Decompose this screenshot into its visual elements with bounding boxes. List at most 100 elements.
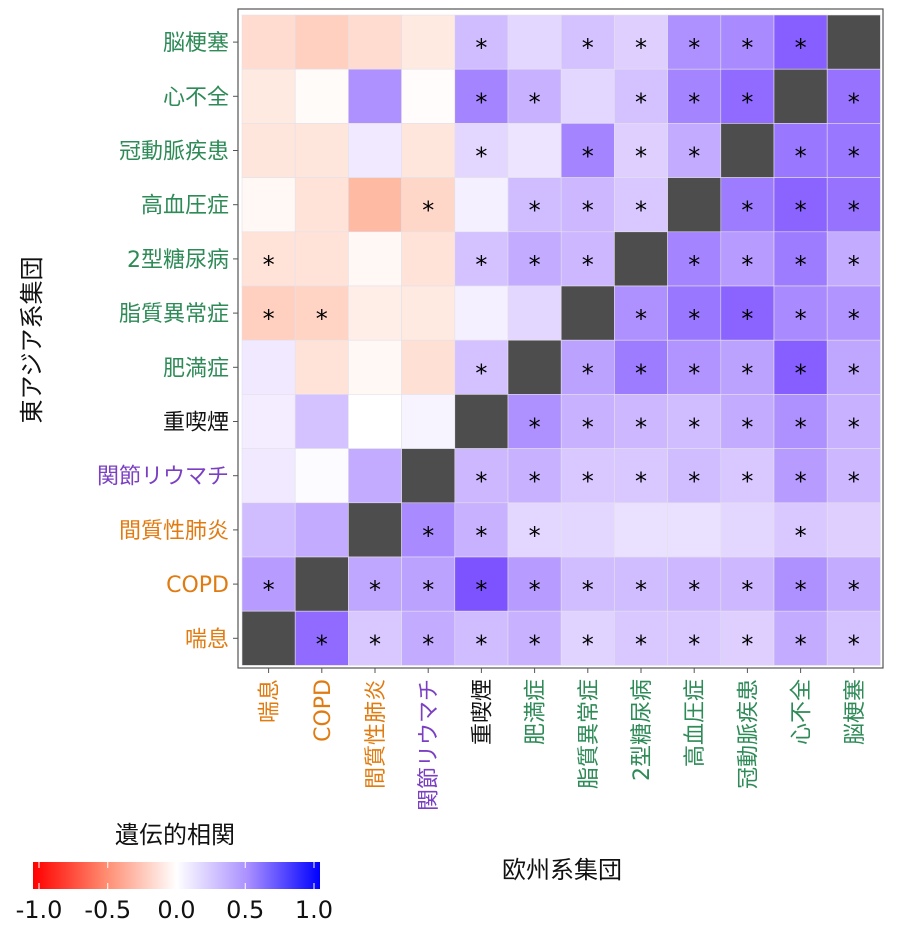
- y-tick-label: 脂質異常症: [119, 302, 229, 327]
- significance-marker: *: [529, 630, 541, 658]
- heatmap-cell: [507, 231, 562, 287]
- heatmap-cell: [826, 610, 881, 666]
- significance-marker: *: [635, 305, 647, 333]
- significance-marker: *: [635, 34, 647, 62]
- heatmap-cell: [614, 556, 668, 612]
- heatmap-cell: [614, 285, 668, 341]
- heatmap-cell: [720, 448, 775, 504]
- significance-marker: *: [635, 630, 647, 658]
- significance-marker: *: [741, 468, 753, 496]
- heatmap-cell: [401, 556, 456, 612]
- diagonal-cell: [454, 394, 509, 449]
- significance-marker: *: [582, 359, 594, 387]
- x-tick-label: 重喫煙: [470, 679, 495, 745]
- heatmap-cell: [560, 394, 615, 449]
- heatmap-cell: [560, 502, 615, 558]
- significance-marker: *: [795, 197, 807, 225]
- x-tick-label: COPD: [311, 679, 336, 742]
- heatmap-cell: [826, 123, 881, 178]
- significance-marker: *: [422, 576, 434, 604]
- significance-marker: *: [635, 359, 647, 387]
- heatmap-cell: [401, 502, 456, 558]
- x-tick-label: 間質性肺炎: [364, 679, 389, 789]
- significance-marker: *: [795, 414, 807, 442]
- significance-marker: *: [369, 576, 381, 604]
- x-tick-label: 心不全: [790, 679, 815, 745]
- heatmap-cell: [826, 68, 881, 124]
- significance-marker: *: [529, 251, 541, 279]
- significance-marker: *: [422, 197, 434, 225]
- x-axis-title: 欧州系集団: [502, 856, 622, 884]
- heatmap-cell: [348, 14, 402, 70]
- heatmap-cell: [241, 285, 296, 341]
- significance-marker: *: [529, 576, 541, 604]
- heatmap-cell: [507, 448, 562, 504]
- heatmap-cell: [614, 123, 668, 178]
- legend-tick-label: 0.5: [226, 896, 264, 924]
- significance-marker: *: [848, 468, 860, 496]
- heatmap-cell: [667, 556, 722, 612]
- heatmap-cell: [507, 285, 562, 341]
- significance-marker: *: [848, 143, 860, 171]
- heatmap-cell: [454, 285, 509, 341]
- heatmap-cell: [294, 231, 349, 287]
- heatmap-cell: [507, 556, 562, 612]
- significance-marker: *: [263, 251, 275, 279]
- heatmap-cell: [348, 339, 402, 395]
- heatmap-cell: [348, 448, 402, 504]
- heatmap-cell: [773, 556, 828, 612]
- significance-marker: *: [688, 576, 700, 604]
- heatmap-cell: [401, 123, 456, 178]
- x-tick-label: 冠動脈疾患: [736, 679, 761, 789]
- heatmap-cell: [454, 610, 509, 666]
- heatmap-cell: [401, 14, 456, 70]
- significance-marker: *: [529, 522, 541, 550]
- heatmap-cell: [667, 14, 722, 70]
- diagonal-cell: [348, 502, 402, 558]
- significance-marker: *: [848, 251, 860, 279]
- significance-marker: *: [795, 143, 807, 171]
- heatmap-cell: [773, 123, 828, 178]
- significance-marker: *: [422, 522, 434, 550]
- heatmap-cell: [348, 394, 402, 449]
- heatmap-cell: [401, 339, 456, 395]
- heatmap-cell: [614, 502, 668, 558]
- significance-marker: *: [635, 576, 647, 604]
- heatmap-cell: [826, 502, 881, 558]
- heatmap-cell: [614, 14, 668, 70]
- diagonal-cell: [667, 177, 722, 233]
- significance-marker: *: [795, 34, 807, 62]
- y-tick-label: 心不全: [163, 85, 229, 110]
- heatmap-cell: [560, 68, 615, 124]
- heatmap-cell: [667, 231, 722, 287]
- significance-marker: *: [316, 305, 328, 333]
- significance-marker: *: [741, 576, 753, 604]
- significance-marker: *: [741, 305, 753, 333]
- significance-marker: *: [475, 359, 487, 387]
- heatmap-cell: [560, 339, 615, 395]
- legend-tick-label: 0.0: [157, 896, 195, 924]
- heatmap-cell: [773, 339, 828, 395]
- significance-marker: *: [582, 414, 594, 442]
- heatmap-cell: [614, 177, 668, 233]
- heatmap-cell: [241, 231, 296, 287]
- heatmap-cell: [773, 394, 828, 449]
- heatmap-cell: [667, 610, 722, 666]
- heatmap-cell: [720, 610, 775, 666]
- heatmap-cell: [294, 177, 349, 233]
- heatmap-cell: [773, 610, 828, 666]
- significance-marker: *: [848, 576, 860, 604]
- heatmap-cell: [241, 339, 296, 395]
- significance-marker: *: [475, 251, 487, 279]
- y-tick-label: 高血圧症: [141, 194, 229, 219]
- heatmap-cells: * * * * * * * * * * * * * * * * * * * * * * * * * * * * * * * * * * * * * * * *…: [241, 14, 881, 666]
- x-tick-label: 肥満症: [524, 679, 549, 745]
- heatmap-cell: [294, 610, 349, 666]
- y-tick-label: 脳梗塞: [163, 31, 229, 56]
- significance-marker: *: [316, 630, 328, 658]
- heatmap-cell: [667, 123, 722, 178]
- significance-marker: *: [741, 251, 753, 279]
- heatmap-cell: [507, 14, 562, 70]
- x-tick-label: 喘息: [258, 679, 283, 723]
